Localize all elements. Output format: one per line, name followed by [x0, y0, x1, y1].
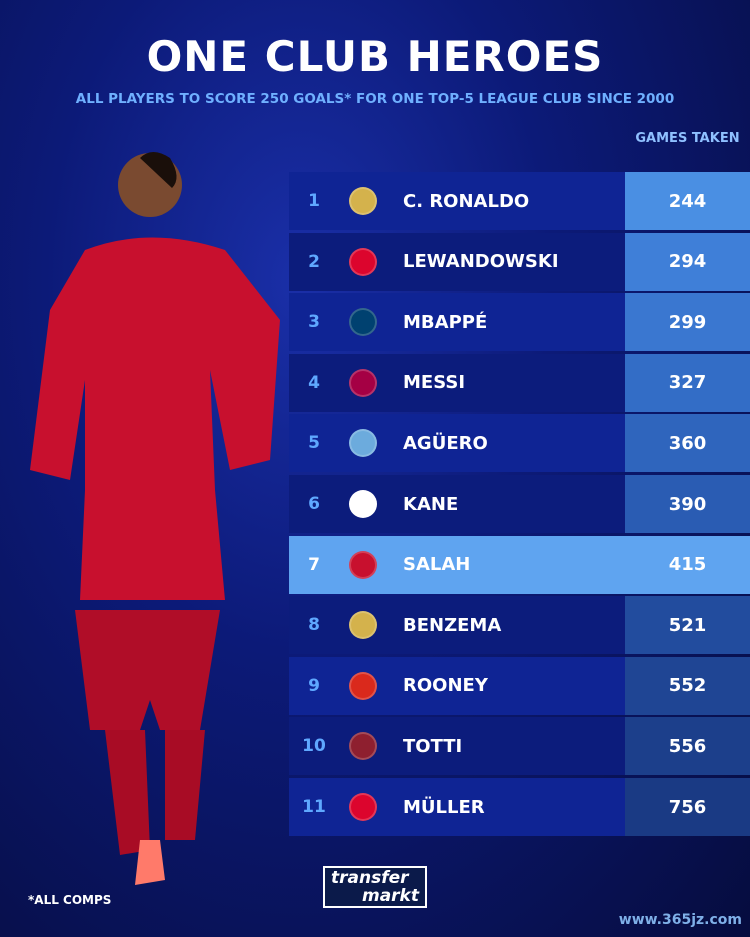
row-label-cell: 1 C. RONALDO [289, 172, 625, 230]
rank: 1 [308, 191, 320, 211]
games-taken-value: 244 [625, 172, 750, 230]
row-label-cell: 8 BENZEMA [289, 596, 625, 655]
games-taken-value: 390 [625, 475, 750, 533]
watermark: www.365jz.com [618, 912, 742, 928]
table-row: 9 ROONEY 552 [289, 656, 750, 715]
table-row: 7 SALAH 415 [289, 535, 750, 594]
subtitle: ALL PLAYERS TO SCORE 250 GOALS* FOR ONE … [75, 91, 675, 107]
table-row: 8 BENZEMA 521 [289, 596, 750, 655]
games-taken-value: 327 [625, 353, 750, 412]
player-name: BENZEMA [403, 614, 502, 636]
player-name: AGÜERO [403, 432, 488, 454]
club-badge-icon [349, 550, 377, 579]
player-name: TOTTI [403, 735, 463, 757]
page-title: ONE CLUB HEROES [146, 32, 604, 81]
table-row: 6 KANE 390 [289, 475, 750, 533]
club-badge-icon [349, 611, 377, 640]
row-label-cell: 11 MÜLLER [289, 778, 625, 836]
row-label-cell: 10 TOTTI [289, 717, 625, 776]
table-row: 5 AGÜERO 360 [289, 414, 750, 473]
row-label-cell: 3 MBAPPÉ [289, 293, 625, 352]
rank: 5 [308, 433, 320, 454]
table-row: 1 C. RONALDO 244 [289, 172, 750, 230]
logo-line2: markt [361, 886, 419, 906]
player-name: C. RONALDO [403, 190, 530, 212]
rank: 7 [308, 554, 320, 575]
player-name: KANE [403, 493, 459, 515]
rank: 8 [308, 615, 320, 636]
rank: 3 [308, 312, 320, 333]
footnote: *ALL COMPS [28, 893, 112, 907]
player-name: MESSI [403, 372, 466, 394]
games-taken-value: 299 [625, 293, 750, 352]
rank: 11 [302, 797, 326, 817]
table-row: 3 MBAPPÉ 299 [289, 293, 750, 352]
transfermarkt-logo: transfer markt [323, 866, 427, 908]
club-badge-icon [349, 247, 377, 276]
row-label-cell: 2 LEWANDOWSKI [289, 232, 625, 291]
row-label-cell: 9 ROONEY [289, 656, 625, 715]
club-badge-icon [349, 671, 377, 700]
table-row: 2 LEWANDOWSKI 294 [289, 232, 750, 291]
club-badge-icon [349, 429, 377, 458]
row-label-cell: 6 KANE [289, 475, 625, 533]
player-name: MÜLLER [403, 796, 485, 818]
games-taken-value: 360 [625, 414, 750, 473]
row-label-cell: 5 AGÜERO [289, 414, 625, 473]
games-taken-value: 415 [625, 535, 750, 594]
games-taken-value: 756 [625, 778, 750, 836]
rank: 2 [308, 251, 320, 272]
club-badge-icon [349, 308, 377, 337]
rank: 10 [302, 736, 326, 757]
club-badge-icon [349, 732, 377, 761]
player-name: MBAPPÉ [403, 311, 488, 333]
games-taken-value: 552 [625, 656, 750, 715]
player-name: LEWANDOWSKI [403, 251, 559, 273]
column-header-games-taken: GAMES TAKEN [635, 131, 740, 146]
logo-line1: transfer [331, 868, 409, 888]
club-badge-icon [349, 368, 377, 397]
rank: 6 [308, 494, 320, 514]
table-row: 10 TOTTI 556 [289, 717, 750, 776]
games-taken-value: 521 [625, 596, 750, 655]
table-row: 11 MÜLLER 756 [289, 778, 750, 836]
row-label-cell: 7 SALAH [289, 535, 625, 594]
player-name: ROONEY [403, 675, 488, 697]
club-badge-icon [349, 490, 377, 518]
table-row: 4 MESSI 327 [289, 353, 750, 412]
rank: 4 [308, 372, 320, 393]
club-badge-icon [349, 793, 377, 821]
games-taken-value: 556 [625, 717, 750, 776]
player-photo [30, 152, 280, 885]
row-label-cell: 4 MESSI [289, 353, 625, 412]
club-badge-icon [349, 187, 377, 215]
rank: 9 [308, 675, 320, 696]
player-name: SALAH [403, 554, 471, 576]
games-taken-value: 294 [625, 232, 750, 291]
